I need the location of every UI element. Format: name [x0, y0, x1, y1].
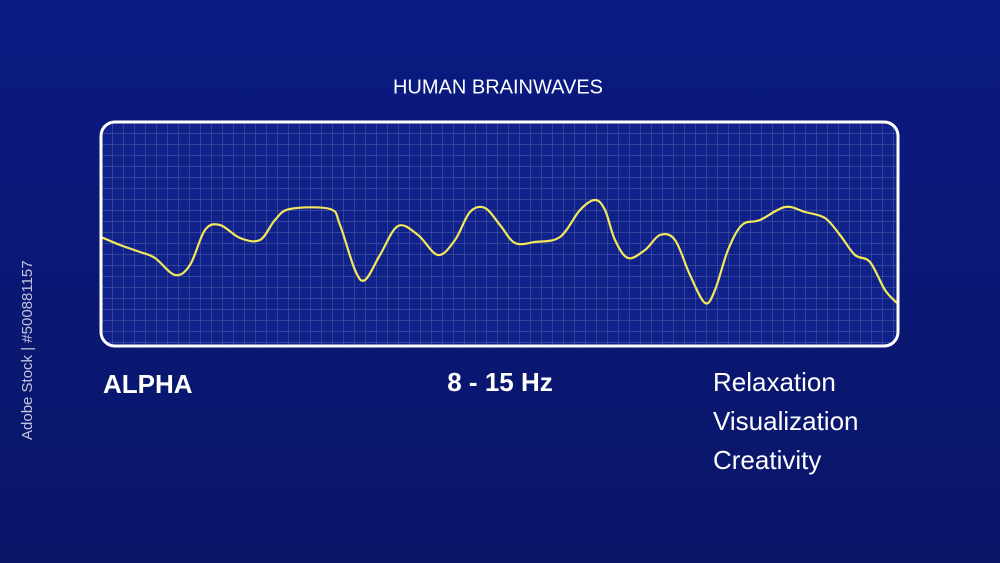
wave-state: Visualization [713, 406, 859, 436]
title: HUMAN BRAINWAVES [393, 76, 603, 98]
grid [101, 122, 898, 346]
wave-state: Relaxation [713, 367, 836, 397]
wave-name: ALPHA [103, 369, 193, 399]
wave-state: Creativity [713, 445, 821, 475]
side-label: Adobe Stock | #500881157 [19, 260, 36, 440]
panel-grid [101, 122, 898, 346]
wave-line [101, 198, 898, 305]
panel-border [99, 120, 900, 348]
wave-frequency: 8 - 15 Hz [447, 367, 553, 397]
